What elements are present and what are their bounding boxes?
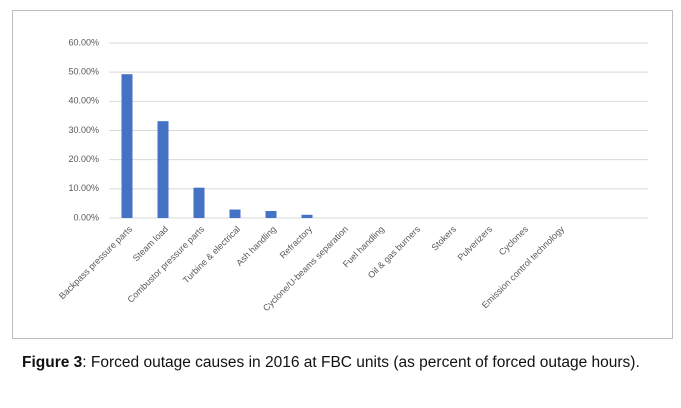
bar	[265, 211, 277, 218]
bar	[157, 121, 169, 218]
bar	[301, 214, 313, 218]
bar	[229, 209, 241, 218]
y-tick-label: 20.00%	[68, 154, 99, 164]
bar	[193, 187, 205, 218]
y-tick-label: 60.00%	[68, 37, 99, 47]
chart-frame	[12, 10, 673, 339]
caption-label: Figure 3	[22, 354, 83, 371]
caption: Figure 3: Forced outage causes in 2016 a…	[22, 351, 670, 374]
y-tick-label: 50.00%	[68, 67, 99, 77]
bar	[121, 74, 133, 218]
caption-text: : Forced outage causes in 2016 at FBC un…	[82, 354, 640, 371]
y-tick-label: 10.00%	[68, 183, 99, 193]
y-tick-label: 40.00%	[68, 96, 99, 106]
y-tick-label: 30.00%	[68, 125, 99, 135]
y-tick-label: 0.00%	[73, 212, 99, 222]
